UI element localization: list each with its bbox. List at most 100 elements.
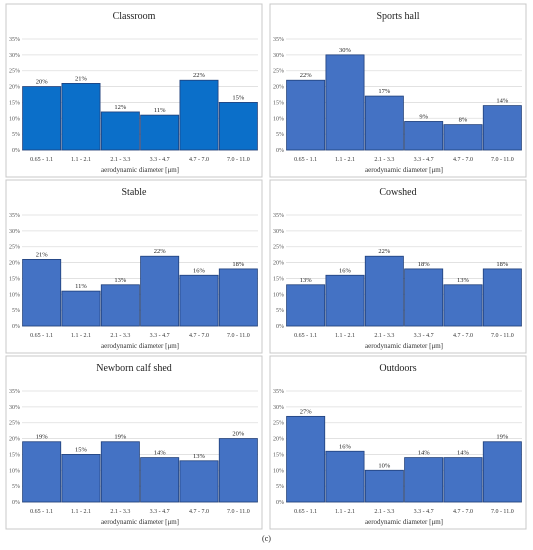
- y-tick-label: 25%: [273, 421, 284, 427]
- data-label: 13%: [114, 277, 127, 284]
- y-tick-label: 35%: [9, 389, 20, 395]
- bar: [404, 268, 444, 327]
- bar: [482, 268, 522, 327]
- bar: [482, 105, 522, 151]
- y-tick-label: 10%: [9, 468, 20, 474]
- y-tick-label: 5%: [276, 308, 284, 314]
- bar: [140, 457, 180, 503]
- chart-title: Newborn calf shed: [96, 363, 172, 374]
- data-label: 13%: [193, 453, 206, 460]
- y-tick-label: 25%: [9, 69, 20, 75]
- x-tick-label: 1.1 - 2.1: [71, 509, 91, 515]
- bar: [179, 79, 219, 151]
- y-tick-label: 15%: [9, 452, 20, 458]
- y-tick-label: 30%: [9, 229, 20, 235]
- y-tick-label: 10%: [273, 468, 284, 474]
- y-tick-label: 10%: [9, 116, 20, 122]
- data-label: 19%: [114, 434, 127, 441]
- y-tick-label: 20%: [273, 261, 284, 267]
- bar: [404, 457, 444, 503]
- x-tick-label: 0.65 - 1.1: [294, 509, 317, 515]
- figure-caption: (c): [262, 534, 271, 543]
- bar: [218, 438, 258, 503]
- data-label: 21%: [75, 75, 88, 82]
- x-tick-label: 2.1 - 3.3: [110, 157, 130, 163]
- y-tick-label: 35%: [273, 389, 284, 395]
- x-tick-label: 2.1 - 3.3: [374, 157, 394, 163]
- y-tick-label: 5%: [276, 484, 284, 490]
- x-tick-label: 3.3 - 4.7: [414, 157, 434, 163]
- y-tick-label: 25%: [273, 69, 284, 75]
- chart-title: Cowshed: [379, 187, 416, 198]
- x-tick-label: 1.1 - 2.1: [335, 509, 355, 515]
- chart-title: Outdoors: [379, 363, 416, 374]
- x-tick-label: 1.1 - 2.1: [71, 157, 91, 163]
- x-tick-label: 4.7 - 7.0: [189, 157, 209, 163]
- data-label: 20%: [36, 79, 49, 86]
- x-tick-label: 0.65 - 1.1: [294, 157, 317, 163]
- bar: [404, 121, 444, 151]
- bar: [286, 79, 326, 151]
- data-label: 17%: [378, 88, 391, 95]
- data-label: 19%: [36, 434, 49, 441]
- bar: [325, 54, 365, 151]
- x-tick-label: 3.3 - 4.7: [150, 157, 170, 163]
- x-tick-label: 7.0 - 11.0: [491, 509, 514, 515]
- bar: [218, 102, 258, 151]
- y-tick-label: 35%: [273, 213, 284, 219]
- data-label: 22%: [154, 248, 167, 255]
- x-tick-label: 0.65 - 1.1: [30, 157, 53, 163]
- x-tick-label: 0.65 - 1.1: [294, 333, 317, 339]
- y-tick-label: 20%: [9, 261, 20, 267]
- x-tick-label: 2.1 - 3.3: [374, 333, 394, 339]
- bar: [61, 454, 101, 503]
- bar: [443, 124, 483, 151]
- bar: [140, 255, 180, 327]
- bar: [286, 415, 326, 503]
- chart-title: Sports hall: [376, 11, 419, 22]
- bar: [22, 86, 62, 151]
- y-tick-label: 0%: [12, 148, 20, 154]
- x-tick-label: 1.1 - 2.1: [335, 333, 355, 339]
- bar: [325, 450, 365, 503]
- bar: [22, 258, 62, 327]
- data-label: 22%: [378, 248, 391, 255]
- bar: [482, 441, 522, 503]
- x-tick-label: 7.0 - 11.0: [227, 333, 250, 339]
- y-tick-label: 0%: [276, 324, 284, 330]
- y-tick-label: 5%: [276, 132, 284, 138]
- bar: [22, 441, 62, 503]
- y-tick-label: 15%: [273, 452, 284, 458]
- data-label: 19%: [496, 434, 509, 441]
- x-axis-label: aerodynamic diameter [μm]: [101, 166, 179, 174]
- data-label: 9%: [419, 113, 428, 120]
- y-tick-label: 10%: [273, 116, 284, 122]
- x-tick-label: 4.7 - 7.0: [453, 509, 473, 515]
- y-tick-label: 20%: [9, 85, 20, 91]
- y-tick-label: 0%: [276, 148, 284, 154]
- x-tick-label: 1.1 - 2.1: [335, 157, 355, 163]
- bar: [218, 268, 258, 327]
- y-tick-label: 10%: [273, 292, 284, 298]
- data-label: 21%: [36, 251, 49, 258]
- x-tick-label: 0.65 - 1.1: [30, 333, 53, 339]
- x-tick-label: 7.0 - 11.0: [227, 157, 250, 163]
- bar: [61, 83, 101, 151]
- y-tick-label: 30%: [273, 405, 284, 411]
- x-axis-label: aerodynamic diameter [μm]: [101, 518, 179, 526]
- chart-title: Classroom: [113, 11, 156, 22]
- data-label: 12%: [114, 104, 127, 111]
- y-tick-label: 25%: [9, 421, 20, 427]
- bar: [61, 290, 101, 327]
- x-axis-label: aerodynamic diameter [μm]: [365, 166, 443, 174]
- y-tick-label: 5%: [12, 484, 20, 490]
- data-label: 22%: [300, 72, 313, 79]
- x-axis-label: aerodynamic diameter [μm]: [365, 518, 443, 526]
- data-label: 13%: [457, 277, 470, 284]
- y-tick-label: 30%: [9, 405, 20, 411]
- y-tick-label: 30%: [273, 53, 284, 59]
- data-label: 18%: [418, 261, 431, 268]
- data-label: 14%: [154, 450, 167, 457]
- x-tick-label: 7.0 - 11.0: [227, 509, 250, 515]
- x-tick-label: 3.3 - 4.7: [414, 509, 434, 515]
